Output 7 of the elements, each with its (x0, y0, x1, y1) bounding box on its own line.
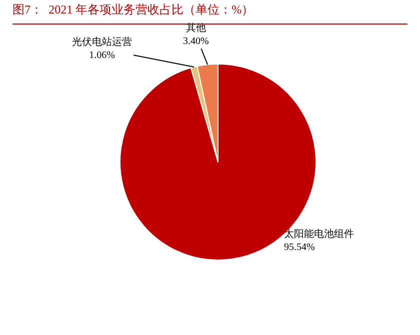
data-label: 3.40% (183, 36, 209, 47)
data-label: 95.54% (284, 242, 315, 253)
slice-label: 其他 (186, 22, 206, 34)
chart-title: 图7： 2021 年各项业务营收占比（单位：%） (12, 2, 254, 16)
slice-label: 太阳能电池组件 (284, 228, 354, 240)
data-label: 1.06% (89, 50, 115, 61)
slice-label: 光伏电站运营 (72, 36, 132, 48)
